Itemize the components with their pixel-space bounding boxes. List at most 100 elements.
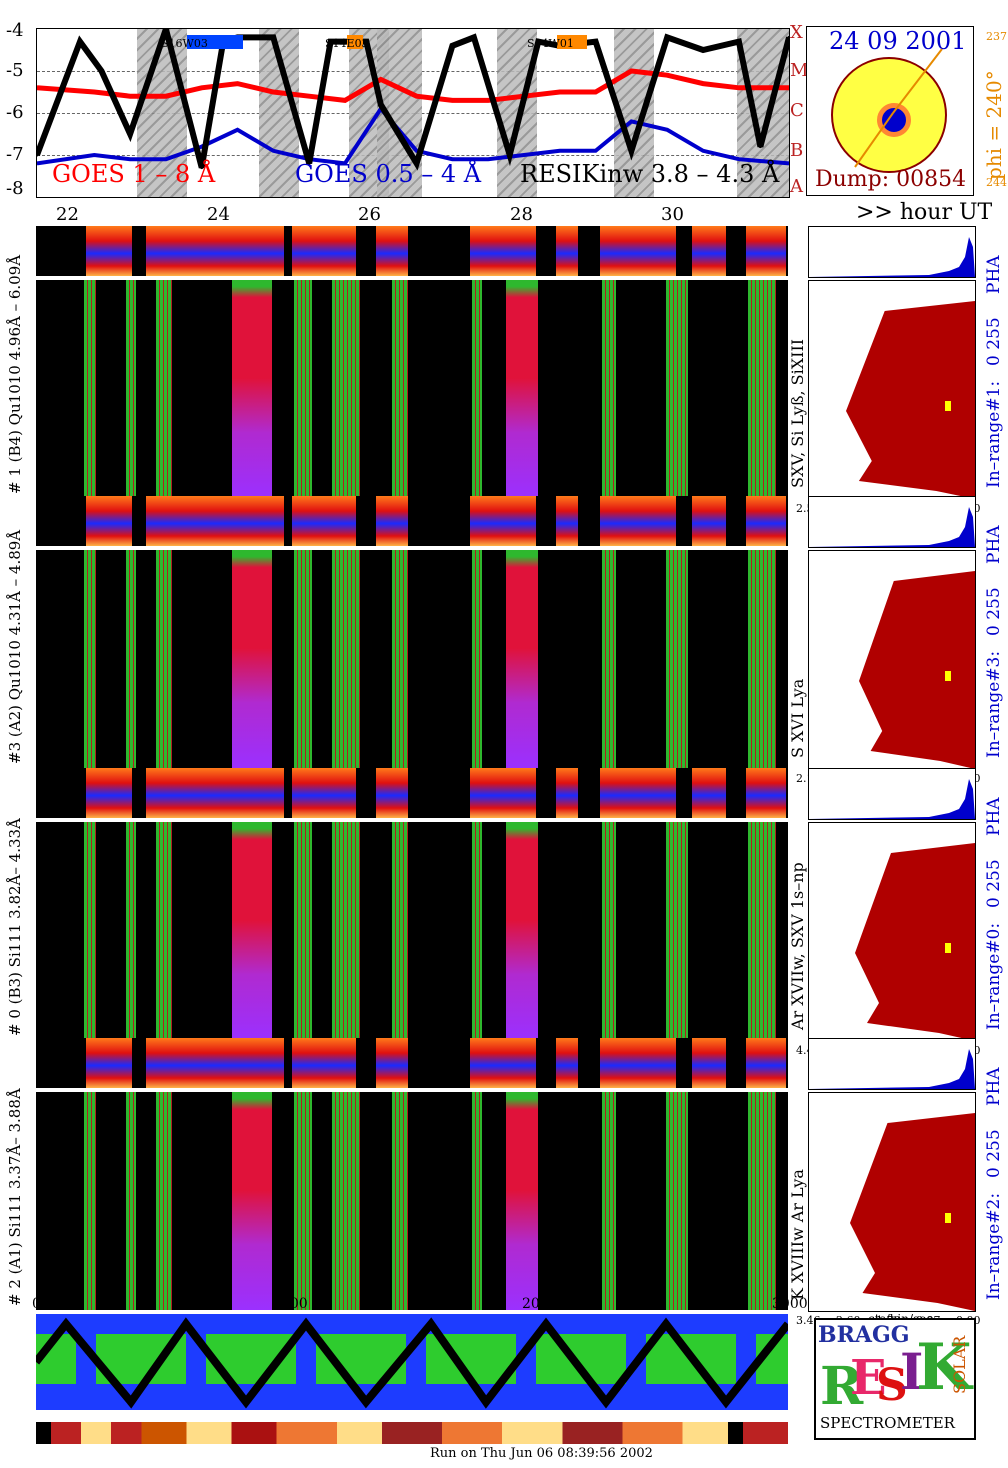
- gap-band: [676, 226, 692, 276]
- gap-band: [408, 226, 470, 276]
- spectral-band: [126, 1092, 136, 1310]
- range-label: In–range#3:: [984, 650, 1004, 758]
- spectral-band: [392, 822, 408, 1040]
- spectral-band: [602, 550, 616, 768]
- gap-band: [132, 768, 146, 818]
- spectral-band: [748, 280, 776, 498]
- logo-s: S: [876, 1360, 908, 1411]
- spectrum-strip: [36, 496, 788, 546]
- spectrogram: [36, 280, 788, 498]
- gap-band: [356, 768, 376, 818]
- gap-band: [132, 226, 146, 276]
- data-point: [164, 94, 168, 98]
- data-point: [200, 86, 204, 90]
- spectral-band: [392, 550, 408, 768]
- marker-label: S14E03: [325, 37, 369, 50]
- spectral-band: [506, 822, 538, 1040]
- spectral-band: [294, 822, 312, 1040]
- spectral-band: [232, 1092, 272, 1310]
- spectral-band: [126, 280, 136, 498]
- spectral-band: [666, 280, 688, 498]
- y-tick: -5: [6, 60, 24, 81]
- data-point: [415, 161, 419, 165]
- data-point: [236, 82, 240, 86]
- data-point: [522, 153, 526, 157]
- pha-label: PHA: [984, 1067, 1004, 1106]
- scale-label: 0 255: [984, 859, 1004, 908]
- line-id: SXV, Si Lyß, SiXIII: [788, 338, 807, 488]
- data-point: [271, 149, 275, 153]
- spectral-band: [156, 822, 172, 1040]
- data-point: [594, 149, 598, 153]
- gap-band: [786, 226, 788, 276]
- data-point: [37, 153, 39, 157]
- spectral-band: [332, 1092, 360, 1310]
- y-tick: -6: [6, 102, 24, 123]
- data-point: [508, 153, 512, 157]
- gap-band: [578, 496, 600, 546]
- goes-curves: [37, 29, 789, 171]
- eclipse-band: [737, 29, 789, 197]
- gap-band: [786, 768, 788, 818]
- x-tick: 26: [358, 204, 381, 225]
- data-point: [164, 157, 168, 161]
- spectrum-strip: [36, 226, 788, 276]
- panel-label: # 2 (A1) Si111 3.37Å– 3.88Å: [6, 1088, 24, 1306]
- gap-band: [408, 768, 470, 818]
- hour-label: >> hour UT: [856, 200, 993, 225]
- spectrum-strip: [36, 1038, 788, 1088]
- data-point: [737, 40, 741, 44]
- orbit-strip: [36, 1314, 788, 1410]
- data-point: [629, 149, 633, 153]
- gap-band: [132, 1038, 146, 1088]
- data-point: [737, 86, 741, 90]
- gap-band: [408, 1038, 470, 1088]
- gap-band: [284, 768, 292, 818]
- gap-band: [536, 496, 556, 546]
- gap-band: [356, 496, 376, 546]
- gap-band: [36, 496, 86, 546]
- gap-band: [36, 768, 86, 818]
- marker-bar: [347, 35, 363, 49]
- resik-logo: BRAGG R E S I K SOLAR SPECTROMETER: [814, 1318, 976, 1440]
- marker-bar: [557, 35, 587, 49]
- spectral-band: [472, 550, 482, 768]
- data-point: [415, 94, 419, 98]
- data-point: [486, 98, 490, 102]
- y-tick: -4: [6, 20, 24, 41]
- data-point: [701, 48, 705, 52]
- orbit-zigzag: [36, 1317, 788, 1409]
- data-point: [128, 132, 132, 136]
- spectral-band: [472, 1092, 482, 1310]
- marker-label: S14W01: [527, 37, 574, 50]
- data-point: [379, 77, 383, 81]
- data-point: [787, 161, 789, 165]
- spectral-band: [748, 822, 776, 1040]
- data-point: [200, 166, 204, 170]
- spectral-band: [156, 1092, 172, 1310]
- run-label: Run on Thu Jun 06 08:39:56 2002: [430, 1446, 653, 1461]
- x-tick: 28: [510, 204, 533, 225]
- gap-band: [36, 226, 86, 276]
- data-point: [128, 157, 132, 161]
- legend-goes-long: GOES 1 – 8 Å: [52, 160, 216, 188]
- pha-top: [808, 226, 976, 278]
- pha-histogram: [808, 822, 976, 1042]
- marker-bar: [187, 35, 243, 49]
- y-tick: -8: [6, 178, 24, 199]
- line-id: S XVI Lya: [788, 678, 807, 758]
- legend-resik: RESIKinw 3.8 – 4.3 Å: [520, 160, 780, 188]
- spectral-band: [232, 822, 272, 1040]
- series-line-2: [37, 29, 789, 171]
- data-point: [271, 90, 275, 94]
- gap-band: [578, 1038, 600, 1088]
- gap-band: [36, 1038, 86, 1088]
- spectral-band: [84, 1092, 96, 1310]
- marker-label: S16W03: [161, 37, 208, 50]
- spectral-band: [156, 550, 172, 768]
- gap-band: [786, 496, 788, 546]
- data-point: [558, 149, 562, 153]
- spectral-band: [332, 822, 360, 1040]
- spectral-band: [392, 1092, 408, 1310]
- goes-plot: S16W03 S14E03 S14W01: [36, 28, 790, 198]
